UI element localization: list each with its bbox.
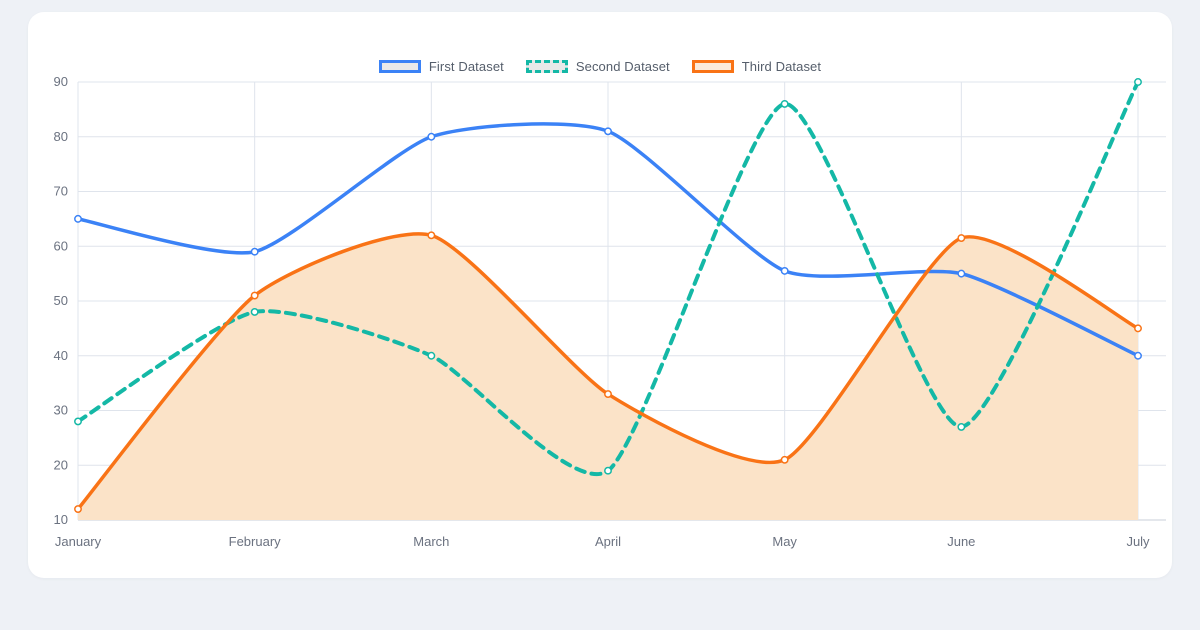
chart-legend: First Dataset Second Dataset Third Datas…	[28, 56, 1172, 76]
line-chart: 10 20 30 40 50 60 70 80 90 January February March A…	[54, 74, 1166, 549]
legend-label-second-dataset: Second Dataset	[575, 58, 670, 74]
x-axis-tick-label: June	[947, 534, 975, 549]
data-point-marker[interactable]	[604, 466, 612, 475]
data-point-marker[interactable]	[604, 390, 612, 399]
series-point-markers	[74, 78, 1142, 513]
x-axis-tick-label: February	[229, 534, 282, 549]
data-point-marker[interactable]	[74, 214, 82, 223]
data-point-marker[interactable]	[957, 234, 966, 242]
series-area-fill	[78, 233, 1138, 520]
data-point-marker[interactable]	[1134, 78, 1142, 86]
legend-swatch-first-dataset	[378, 59, 421, 73]
legend-item-second-dataset[interactable]: Second Dataset	[525, 56, 670, 76]
data-point-marker[interactable]	[250, 247, 259, 256]
y-axis-tick-labels: 10 20 30 40 50 60 70 80 90	[54, 74, 68, 527]
legend-swatch-third-dataset	[691, 59, 734, 73]
y-axis-tick-label: 60	[54, 238, 68, 253]
data-point-marker[interactable]	[604, 127, 612, 136]
x-axis-tick-label: March	[413, 534, 449, 549]
data-point-marker[interactable]	[250, 291, 259, 300]
data-point-marker[interactable]	[74, 505, 82, 513]
data-point-marker[interactable]	[74, 417, 82, 426]
y-axis-tick-label: 10	[54, 512, 68, 527]
y-axis-tick-label: 80	[54, 129, 68, 144]
data-point-marker[interactable]	[427, 231, 436, 240]
data-point-marker[interactable]	[780, 266, 789, 275]
data-point-marker[interactable]	[957, 269, 966, 278]
y-axis-tick-label: 20	[54, 457, 68, 472]
y-axis-tick-label: 40	[54, 348, 68, 363]
series-area-fills	[78, 233, 1138, 520]
chart-card: First Dataset Second Dataset Third Datas…	[28, 12, 1172, 578]
y-axis-tick-label: 90	[54, 74, 68, 89]
legend-label-first-dataset: First Dataset	[428, 58, 504, 74]
chart-plot-area: 10 20 30 40 50 60 70 80 90 January February March A…	[28, 12, 1172, 578]
y-axis-tick-label: 70	[54, 184, 68, 199]
legend-label-third-dataset: Third Dataset	[741, 58, 822, 74]
data-point-marker[interactable]	[427, 132, 436, 141]
data-point-marker[interactable]	[780, 99, 789, 108]
y-axis-tick-label: 50	[54, 293, 68, 308]
legend-item-third-dataset[interactable]: Third Dataset	[691, 56, 822, 76]
data-point-marker[interactable]	[780, 455, 789, 464]
data-point-marker[interactable]	[427, 351, 436, 360]
x-axis-tick-label: January	[55, 534, 102, 549]
data-point-marker[interactable]	[250, 308, 259, 316]
x-axis-tick-label: April	[595, 534, 621, 549]
data-point-marker[interactable]	[1134, 324, 1142, 333]
series-line	[76, 80, 1140, 476]
x-axis-tick-label: July	[1126, 534, 1150, 549]
legend-swatch-second-dataset	[525, 59, 568, 73]
legend-item-first-dataset[interactable]: First Dataset	[378, 56, 504, 76]
data-point-marker[interactable]	[957, 422, 966, 431]
data-point-marker[interactable]	[1134, 351, 1142, 360]
y-axis-tick-label: 30	[54, 403, 68, 418]
x-axis-tick-labels: January February March April May June July	[55, 534, 1150, 549]
x-axis-tick-label: May	[772, 534, 797, 549]
